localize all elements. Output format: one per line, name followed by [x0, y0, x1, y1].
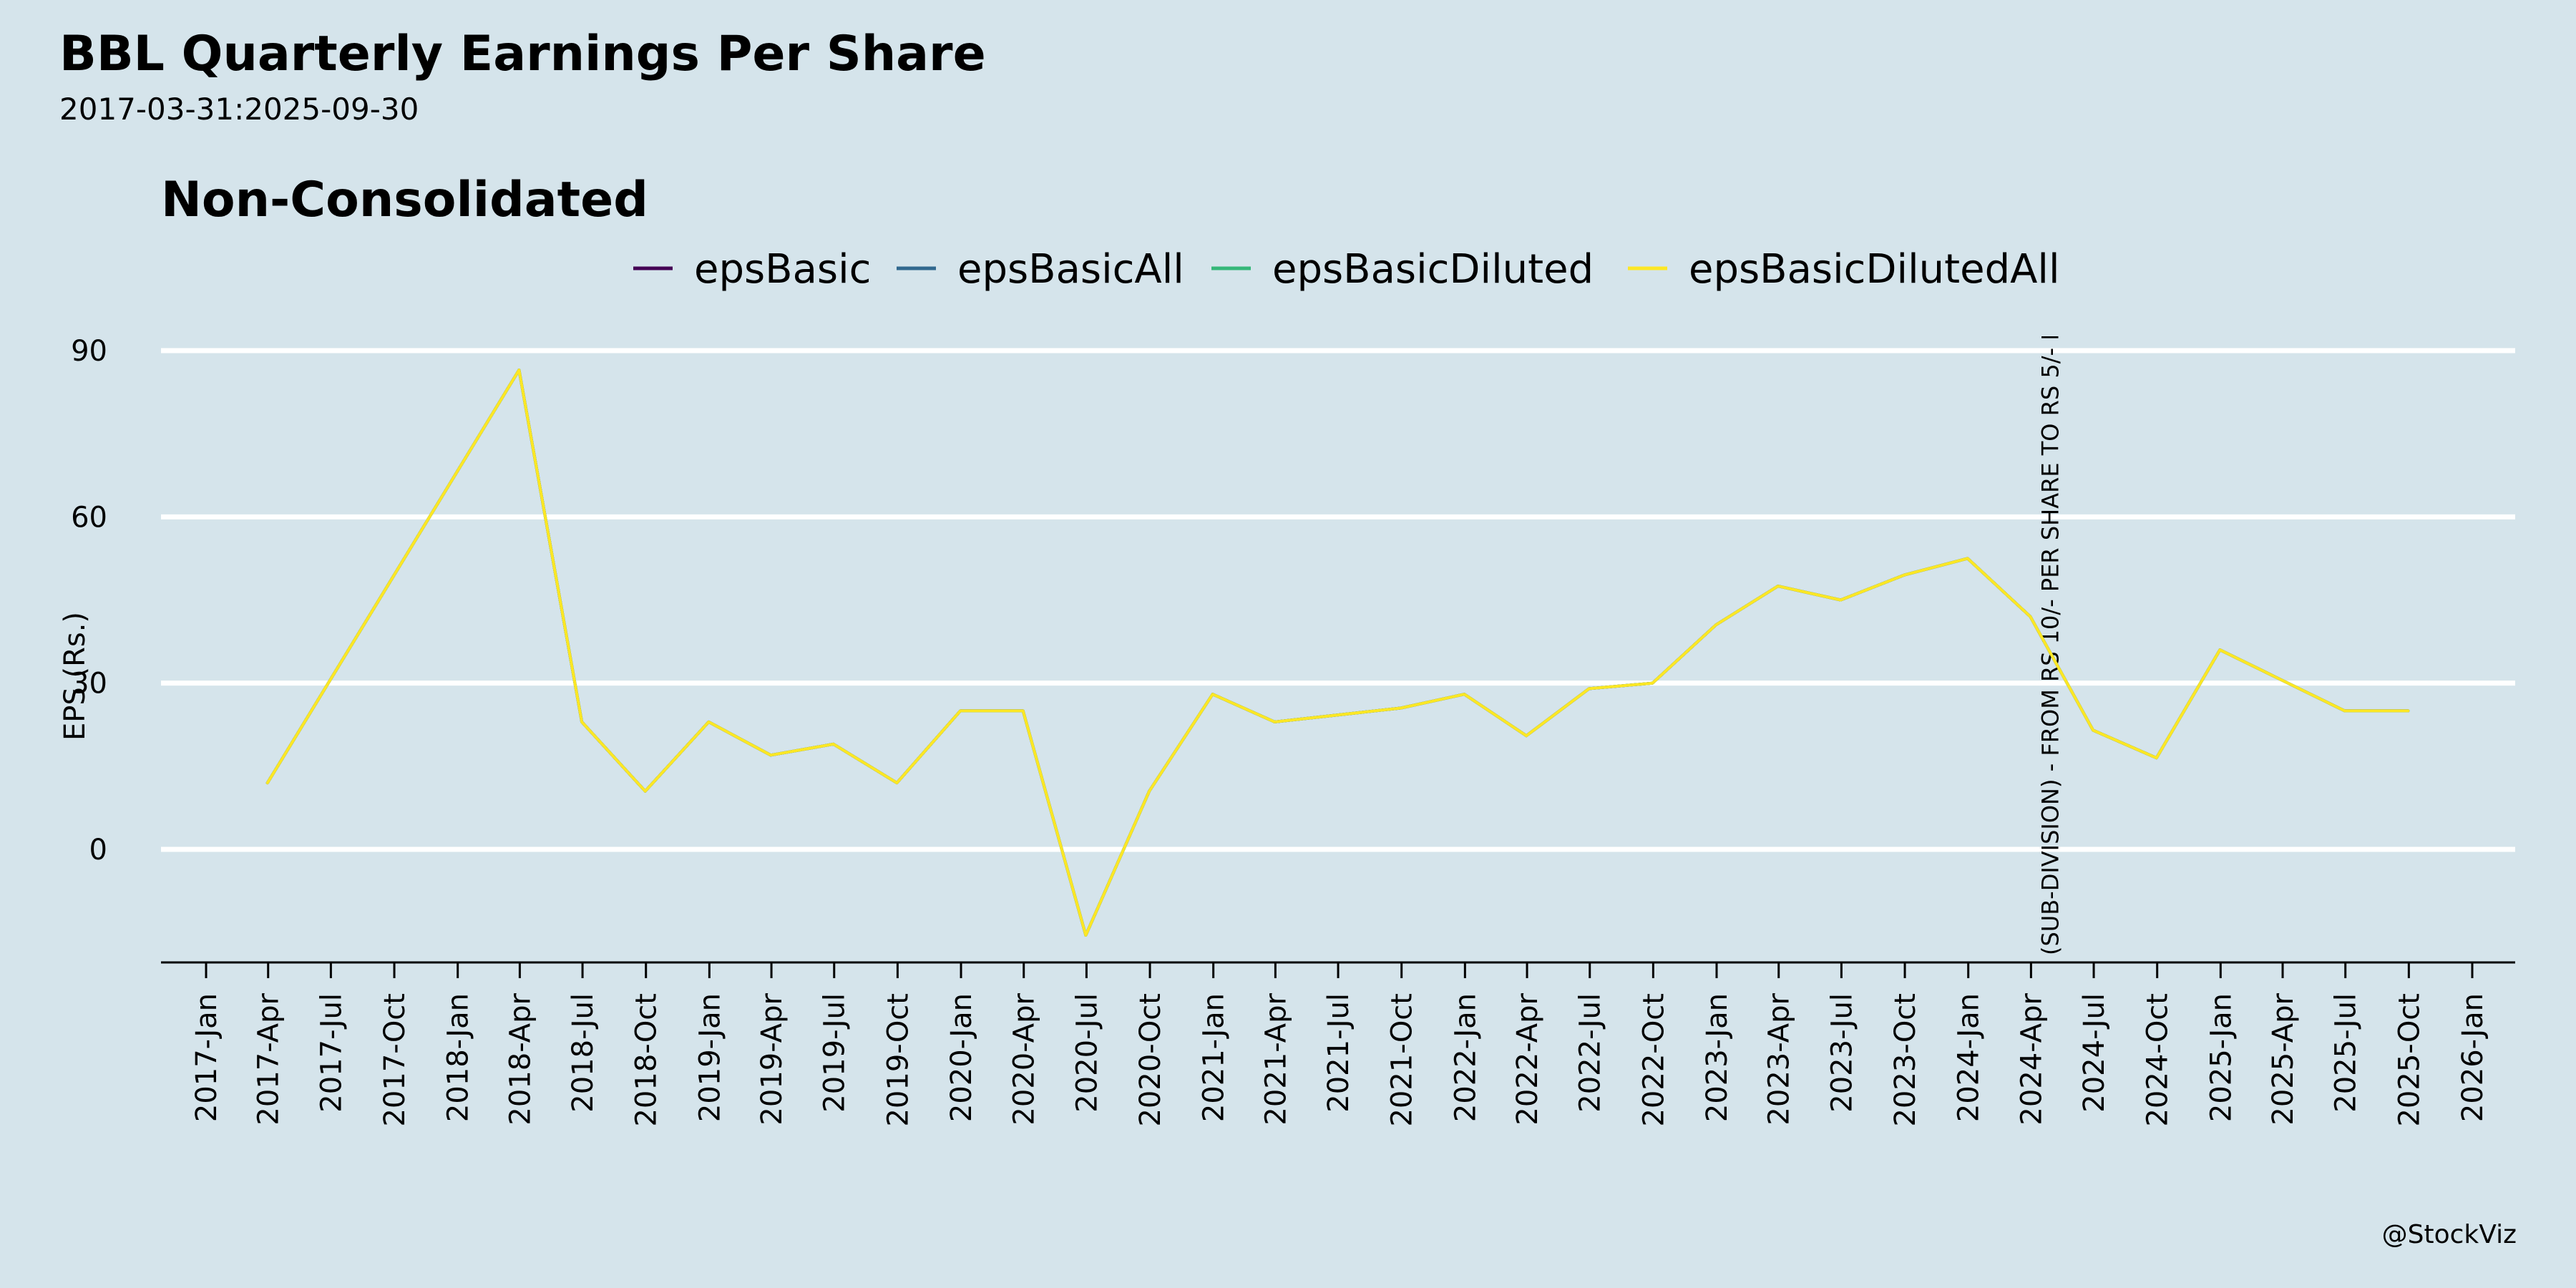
x-tick-label: 2018-Apr	[504, 992, 537, 1125]
x-tick-label: 2025-Apr	[2267, 992, 2300, 1125]
legend-label-epsBasic: epsBasic	[694, 246, 871, 293]
page-subtitle: 2017-03-31:2025-09-30	[59, 92, 419, 127]
x-tick-label: 2024-Jul	[2078, 993, 2111, 1113]
legend-label-epsBasicDiluted: epsBasicDiluted	[1272, 246, 1594, 293]
x-tick-label: 2022-Oct	[1637, 993, 1670, 1127]
gridlines: 0 30 60 90	[71, 335, 2515, 867]
x-tick-label: 2021-Oct	[1386, 993, 1419, 1127]
x-tick-label: 2026-Jan	[2457, 993, 2489, 1122]
x-tick-label: 2018-Oct	[630, 993, 663, 1127]
x-tick-label: 2023-Apr	[1763, 992, 1796, 1125]
x-tick-label: 2017-Jan	[190, 993, 223, 1122]
x-tick-label: 2019-Apr	[756, 992, 789, 1125]
y-tick-label: 0	[89, 834, 107, 867]
x-tick-label: 2024-Jan	[1953, 993, 1986, 1122]
x-tick-label: 2018-Jul	[567, 993, 600, 1113]
x-tick-label: 2023-Oct	[1889, 993, 1922, 1127]
x-tick-label: 2024-Oct	[2142, 993, 2175, 1127]
y-tick-label: 90	[71, 335, 107, 368]
axes: 2017-Jan 2017-Apr 2017-Jul 2017-Oct 2018-Jan…	[161, 961, 2515, 1127]
x-tick-label: 2025-Jul	[2330, 993, 2363, 1113]
x-tick-label: 2018-Jan	[442, 993, 475, 1122]
x-tick-label: 2020-Apr	[1008, 992, 1041, 1125]
y-tick-label: 60	[71, 501, 107, 534]
y-axis-label: EPS (Rs.)	[59, 612, 92, 741]
series-lines	[265, 369, 2410, 937]
legend-label-epsBasicDilutedAll: epsBasicDilutedAll	[1689, 246, 2060, 293]
x-tick-label: 2023-Jan	[1701, 993, 1734, 1122]
x-tick-label: 2024-Apr	[2015, 992, 2048, 1125]
x-tick-label: 2022-Jan	[1449, 993, 1482, 1122]
x-tick-label: 2022-Apr	[1511, 992, 1544, 1125]
x-tick-label: 2020-Jan	[945, 993, 978, 1122]
x-tick-label: 2023-Jul	[1825, 993, 1858, 1113]
chart-title: Non-Consolidated	[161, 172, 648, 228]
x-tick-label: 2021-Jul	[1322, 993, 1355, 1113]
x-tick-label: 2019-Jan	[693, 993, 726, 1122]
split-annotation-label: (SUB-DIVISION) - FROM RS 10/- PER SHARE …	[2036, 211, 2064, 955]
x-tick-label: 2020-Oct	[1134, 993, 1167, 1127]
x-tick-label: 2017-Oct	[379, 993, 411, 1127]
x-tick-label: 2021-Jan	[1198, 993, 1231, 1122]
x-tick-label: 2025-Jan	[2205, 993, 2238, 1122]
x-tick-label: 2021-Apr	[1259, 992, 1292, 1125]
series-line-epsBasicDilutedAll	[265, 369, 2410, 937]
x-tick-label: 2020-Jul	[1070, 993, 1103, 1113]
x-tick-label: 2022-Jul	[1574, 993, 1607, 1113]
x-tick-label: 2019-Oct	[882, 993, 914, 1127]
x-tick-label: 2019-Jul	[819, 993, 852, 1113]
legend-label-epsBasicAll: epsBasicAll	[957, 246, 1184, 293]
annotations: (SUB-DIVISION) - FROM RS 10/- PER SHARE …	[2036, 211, 2064, 955]
x-tick-label: 2017-Jul	[315, 993, 348, 1113]
x-tick-label: 2025-Oct	[2393, 993, 2426, 1127]
x-tick-label: 2017-Apr	[253, 992, 286, 1125]
page-title: BBL Quarterly Earnings Per Share	[59, 26, 986, 82]
legend: epsBasic epsBasicAll epsBasicDiluted epsBas…	[633, 246, 2060, 293]
y-tick-label: 30	[71, 668, 107, 701]
credit-text: @StockViz	[2381, 1220, 2517, 1249]
